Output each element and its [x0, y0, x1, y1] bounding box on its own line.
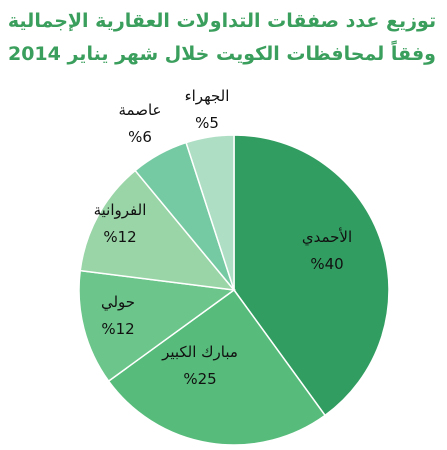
slice-label: الأحمدي: [302, 227, 352, 247]
slice-label: حولي: [101, 293, 135, 312]
pie-slice: [107, 288, 327, 446]
slice-label: مبارك الكبير: [161, 343, 238, 361]
pie-slice: [78, 269, 236, 383]
slice-label: عاصمة: [119, 101, 162, 119]
value-label: %25: [183, 370, 216, 388]
value-label: %12: [101, 320, 134, 338]
pie-slice: [233, 134, 390, 417]
value-label: %12: [103, 228, 136, 246]
slice-label: الفروانية: [94, 201, 147, 219]
slice-label: الجهراء: [185, 87, 230, 105]
value-label: %40: [310, 255, 343, 273]
pie-slice: [79, 169, 236, 291]
value-label: %6: [128, 128, 152, 146]
pie-slice: [185, 134, 235, 291]
chart-title: وفقاً لمحافظات الكويت خلال شهر يناير 201…: [8, 40, 436, 65]
value-label: %5: [195, 114, 219, 132]
chart-title: توزيع عدد صفقات التداولات العقارية الإجم…: [8, 10, 436, 32]
